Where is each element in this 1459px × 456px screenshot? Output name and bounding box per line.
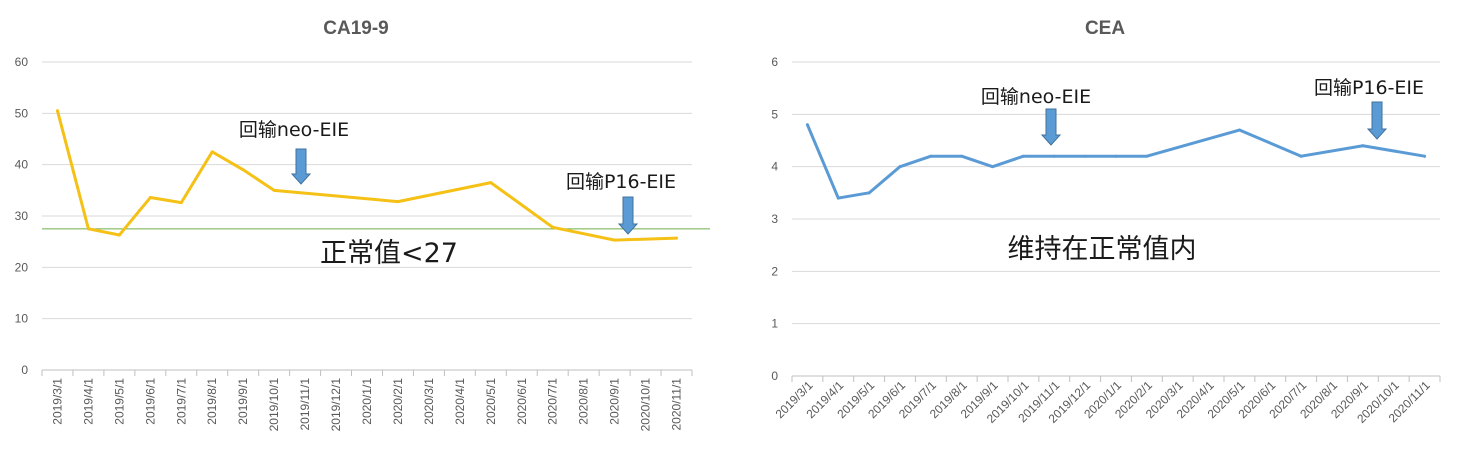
- data-point: [272, 188, 276, 192]
- annotation-neo-eie: 回输neo-EIE: [239, 119, 349, 141]
- x-tick-label: 2019/12/1: [329, 378, 343, 432]
- x-tick-label: 2020/9/1: [608, 378, 622, 425]
- data-point: [867, 191, 871, 195]
- data-point: [489, 181, 493, 185]
- x-tick-label: 2019/5/1: [112, 378, 126, 425]
- down-arrow-icon: [1040, 108, 1062, 146]
- annotation-normal-range: 正常值<27: [320, 238, 458, 269]
- x-tick-label: 2019/11/1: [298, 378, 312, 431]
- data-point: [805, 123, 809, 127]
- y-tick-label: 10: [15, 312, 29, 326]
- down-arrow-icon: [617, 196, 639, 235]
- x-tick-label: 2020/10/1: [639, 378, 653, 432]
- data-point: [1114, 154, 1118, 158]
- data-point: [1052, 154, 1056, 158]
- data-point: [929, 154, 933, 158]
- x-axis-ticks: 2019/3/12019/4/12019/5/12019/6/12019/7/1…: [773, 376, 1441, 426]
- data-point: [898, 165, 902, 169]
- x-tick-label: 2019/10/1: [267, 378, 281, 432]
- x-tick-label: 2020/11/1: [670, 378, 684, 431]
- y-tick-label: 2: [771, 264, 778, 278]
- data-point: [1299, 154, 1303, 158]
- x-tick-label: 2020/7/1: [546, 378, 560, 425]
- y-tick-label: 5: [771, 107, 778, 121]
- x-tick-label: 2020/2/1: [391, 378, 405, 425]
- down-arrow-icon: [1366, 101, 1388, 140]
- down-arrow-icon: [290, 148, 312, 185]
- annotations: 回输neo-EIE 回输P16-EIE 维持在正常值内: [981, 77, 1424, 265]
- x-tick-label: 2019/4/1: [81, 378, 95, 425]
- x-tick-label: 2019/3/1: [50, 378, 64, 425]
- data-point: [179, 201, 183, 205]
- annotation-p16-eie: 回输P16-EIE: [1314, 77, 1424, 99]
- data-point: [1423, 154, 1427, 158]
- y-axis-ticks: 0 1 2 3 4 5 6: [771, 55, 778, 383]
- y-tick-label: 40: [15, 158, 29, 172]
- x-tick-label: 2020/4/1: [453, 378, 467, 425]
- chart-title: CEA: [1085, 18, 1125, 39]
- y-tick-label: 6: [771, 55, 778, 69]
- x-tick-label: 2019/9/1: [236, 378, 250, 425]
- data-point: [148, 196, 152, 200]
- annotation-normal-range: 维持在正常值内: [1008, 234, 1197, 265]
- x-tick-label: 2020/1/1: [360, 378, 374, 425]
- x-tick-label: 2019/7/1: [174, 378, 188, 425]
- data-point: [1361, 144, 1365, 148]
- y-tick-label: 0: [21, 363, 28, 377]
- x-axis-ticks: 2019/3/1 2019/4/1 2019/5/1 2019/6/1 2019/7/1…: [41, 370, 693, 432]
- data-point: [551, 225, 555, 229]
- y-tick-label: 3: [771, 212, 778, 226]
- grid: [42, 61, 692, 371]
- data-point: [991, 165, 995, 169]
- data-point: [86, 227, 90, 231]
- y-axis-ticks: 0 10 20 30 40 50 60: [15, 55, 29, 377]
- data-point: [241, 168, 245, 172]
- chart-title: CA19-9: [323, 18, 388, 39]
- y-tick-label: 20: [15, 260, 29, 274]
- data-point: [55, 109, 59, 113]
- x-tick-label: 2020/5/1: [484, 378, 498, 425]
- x-tick-label: 2020/6/1: [515, 378, 529, 425]
- data-point: [613, 238, 617, 242]
- annotation-p16-eie: 回输P16-EIE: [566, 171, 676, 193]
- series: [805, 123, 1427, 200]
- series: [55, 109, 679, 242]
- data-point: [675, 236, 679, 240]
- data-point: [1021, 154, 1025, 158]
- annotations: 回输neo-EIE 回输P16-EIE 正常值<27: [239, 119, 676, 269]
- grid: [792, 61, 1440, 377]
- y-tick-label: 30: [15, 209, 29, 223]
- x-tick-label: 2019/6/1: [143, 378, 157, 425]
- cea-chart: CEA 0 1 2 3 4 5 6 2019/3/12019/4/12019/5/12019…: [771, 18, 1441, 426]
- data-point: [396, 200, 400, 204]
- data-point: [836, 196, 840, 200]
- y-tick-label: 0: [771, 369, 778, 383]
- series-line: [805, 123, 1427, 200]
- data-point: [1237, 128, 1241, 132]
- annotation-neo-eie: 回输neo-EIE: [981, 86, 1091, 108]
- y-tick-label: 4: [771, 160, 778, 174]
- data-point: [960, 154, 964, 158]
- y-tick-label: 1: [771, 317, 778, 331]
- data-point: [117, 233, 121, 237]
- x-tick-label: 2020/3/1: [422, 378, 436, 425]
- data-point: [1083, 154, 1087, 158]
- x-tick-label: 2019/8/1: [205, 378, 219, 425]
- data-point: [1145, 154, 1149, 158]
- data-point: [210, 150, 214, 154]
- x-tick-label: 2020/8/1: [577, 378, 591, 425]
- y-tick-label: 50: [15, 106, 29, 120]
- y-tick-label: 60: [15, 55, 29, 69]
